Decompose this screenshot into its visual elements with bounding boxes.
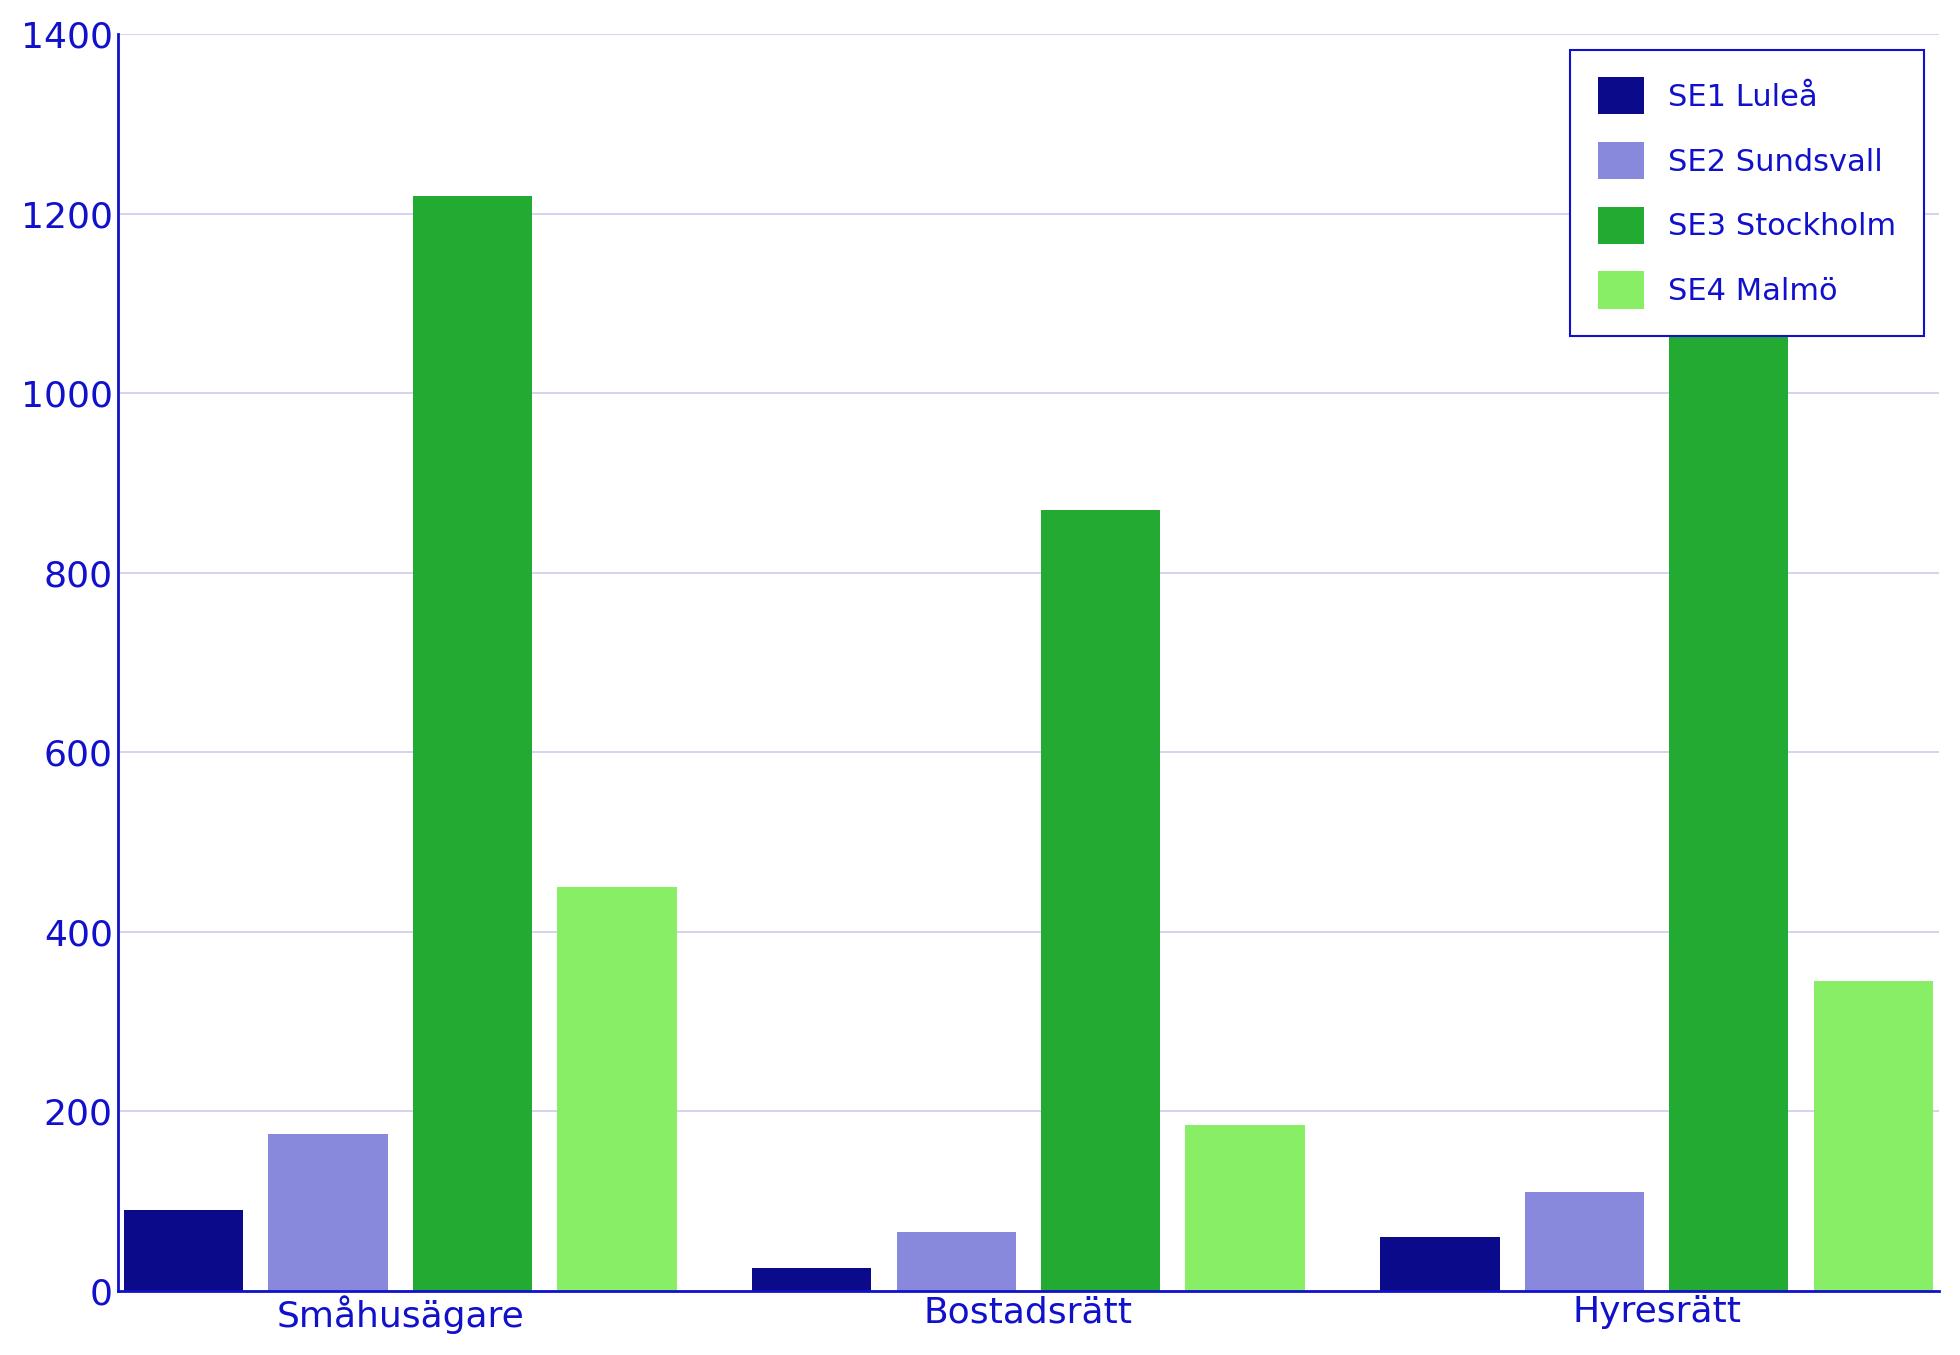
- Bar: [1041, 509, 1160, 1290]
- Bar: [1813, 981, 1933, 1290]
- Bar: [557, 886, 676, 1290]
- Bar: [269, 1134, 388, 1290]
- Legend: SE1 Luleå, SE2 Sundsvall, SE3 Stockholm, SE4 Malmö: SE1 Luleå, SE2 Sundsvall, SE3 Stockholm,…: [1570, 50, 1925, 336]
- Bar: [753, 1268, 872, 1290]
- Bar: [1380, 1237, 1499, 1290]
- Bar: [1670, 276, 1788, 1290]
- Bar: [414, 196, 533, 1290]
- Bar: [123, 1210, 243, 1290]
- Bar: [1186, 1125, 1305, 1290]
- Bar: [896, 1232, 1015, 1290]
- Bar: [1525, 1192, 1644, 1290]
